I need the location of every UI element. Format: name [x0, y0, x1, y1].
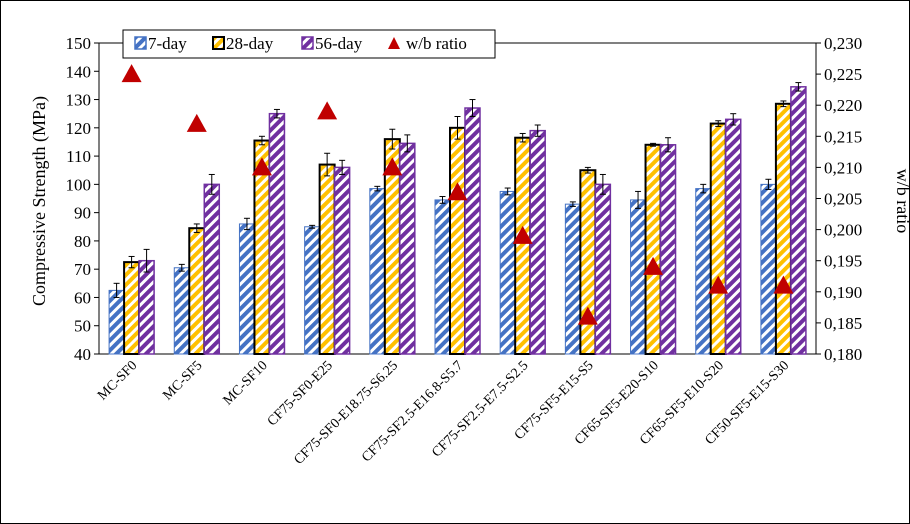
y2-axis-ticks: 0,180 0,185 0,190 0,195 0,200 0,205 0,210 0,215… [816, 34, 862, 364]
y2-tick-label: 0,215 [824, 127, 862, 146]
legend-label-7day: 7-day [148, 34, 187, 53]
bar-56day-8 [659, 144, 677, 355]
bar-56day-6 [529, 129, 546, 355]
y2-tick-label: 0,180 [824, 345, 862, 364]
bar-56day-0 [138, 259, 155, 355]
bar-7day-1 [173, 267, 190, 355]
bar-7day-4 [369, 188, 386, 355]
bar-7day-3 [304, 226, 321, 355]
legend-swatch-56day [301, 36, 314, 50]
bar-7day-7 [564, 203, 581, 355]
y2-tick-label: 0,185 [824, 314, 862, 333]
y-tick-label: 150 [66, 34, 92, 53]
wb-ratio-markers [121, 64, 794, 325]
bar-28day-5 [449, 126, 466, 356]
legend-swatch-7day [134, 36, 147, 50]
y2-axis-title: w/b ratio [893, 169, 909, 234]
y-tick-label: 110 [66, 147, 91, 166]
wb-ratio-marker [186, 113, 207, 132]
y-axis-ticks: 40 50 60 70 80 90 100 110 120 130 140 150 [66, 34, 99, 364]
bar-56day-1 [203, 183, 221, 355]
wb-ratio-marker [382, 157, 403, 176]
y2-tick-label: 0,220 [824, 96, 862, 115]
wb-ratio-marker [447, 182, 468, 201]
bar-56day-3 [333, 166, 351, 355]
y-axis-title: Compressive Strength (MPa) [29, 96, 50, 306]
y-tick-label: 60 [74, 288, 91, 307]
bar-7day-0 [108, 289, 125, 355]
category-label: MC-SF5 [160, 358, 205, 403]
bar-28day-9 [709, 122, 727, 355]
y2-tick-label: 0,200 [824, 221, 862, 240]
legend: 7-day 28-day 56-day w/b ratio [122, 29, 496, 59]
bar-56day-9 [724, 118, 742, 355]
wb-ratio-marker [577, 306, 598, 325]
wb-ratio-marker [643, 256, 664, 275]
y-tick-label: 70 [74, 260, 91, 279]
y-tick-label: 90 [74, 204, 91, 223]
wb-ratio-marker [251, 157, 272, 176]
bar-7day-2 [238, 223, 255, 355]
bar-56day-2 [268, 112, 286, 355]
bar-28day-6 [514, 136, 532, 355]
y-tick-label: 50 [74, 317, 91, 336]
x-axis-category-labels: MC-SF0 MC-SF5 MC-SF10CF75-SF0-E25CF75-SF0-… [95, 358, 792, 468]
category-label: MC-SF0 [95, 358, 140, 403]
y2-tick-label: 0,230 [824, 34, 862, 53]
bar-7day-5 [434, 199, 451, 355]
y-tick-label: 40 [74, 345, 91, 364]
bar-7day-10 [760, 183, 777, 355]
wb-ratio-marker [773, 275, 794, 294]
bar-28day-7 [579, 169, 597, 355]
wb-ratio-marker [512, 225, 533, 244]
bar-28day-3 [318, 163, 336, 355]
y-tick-label: 140 [66, 62, 92, 81]
wb-ratio-marker [121, 64, 142, 83]
legend-marker-wb-ratio [388, 37, 400, 49]
bar-28day-10 [774, 102, 792, 355]
bar-7day-9 [695, 188, 712, 355]
y2-tick-label: 0,225 [824, 65, 862, 84]
y-tick-label: 130 [66, 91, 92, 110]
y2-tick-label: 0,190 [824, 283, 862, 302]
bar-56day-7 [594, 183, 612, 355]
y-tick-label: 100 [66, 175, 92, 194]
wb-ratio-marker [708, 275, 729, 294]
wb-ratio-marker [317, 101, 338, 120]
legend-label-56day: 56-day [315, 34, 363, 53]
bar-28day-8 [644, 143, 662, 355]
category-label: CF75-SF0-E25 [265, 358, 336, 429]
y2-tick-label: 0,205 [824, 190, 862, 209]
bar-7day-8 [630, 199, 647, 355]
bar-56day-10 [790, 86, 807, 355]
bar-7day-6 [499, 190, 516, 355]
legend-swatch-28day [212, 36, 225, 50]
category-label: MC-SF10 [221, 358, 271, 408]
legend-label-wb-ratio: w/b ratio [406, 34, 467, 53]
legend-label-28day: 28-day [226, 34, 274, 53]
y-tick-label: 120 [66, 119, 92, 138]
y2-tick-label: 0,210 [824, 158, 862, 177]
y-tick-label: 80 [74, 232, 91, 251]
error-bars [113, 82, 802, 298]
bar-28day-1 [188, 227, 206, 356]
bar-56day-5 [464, 107, 481, 355]
y2-tick-label: 0,195 [824, 252, 862, 271]
bar-28day-0 [123, 261, 141, 356]
